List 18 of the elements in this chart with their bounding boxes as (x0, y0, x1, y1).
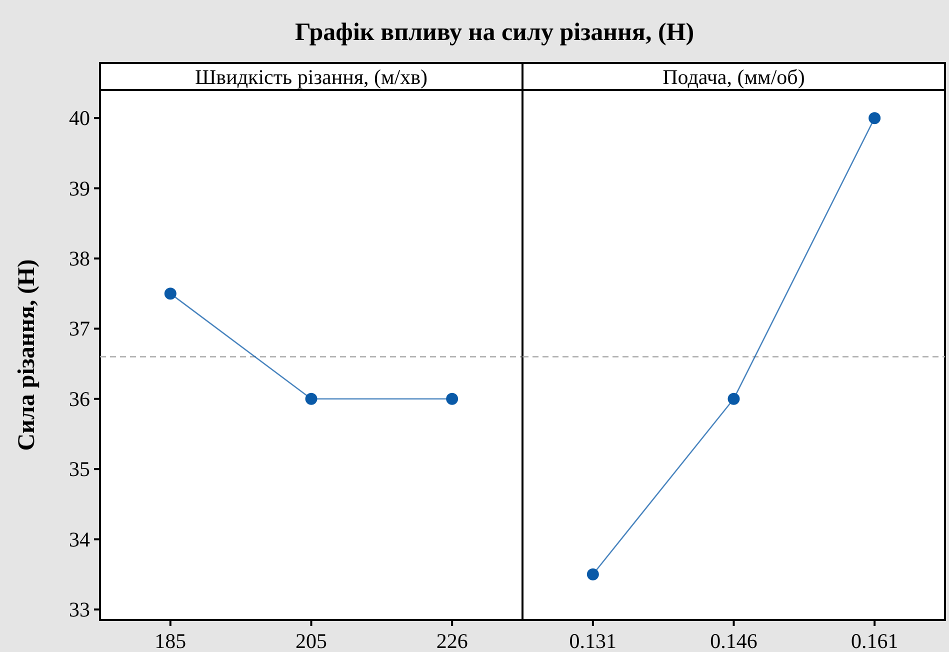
y-tick-label: 37 (69, 316, 90, 341)
y-tick-label: 34 (69, 527, 90, 552)
x-tick-label: 185 (154, 629, 186, 652)
y-tick-label: 35 (69, 457, 90, 482)
x-tick-label: 226 (436, 629, 468, 652)
y-axis-title: Сила різання, (Н) (14, 259, 40, 451)
x-tick-label: 0.161 (850, 629, 898, 652)
x-tick-label: 0.131 (569, 629, 617, 652)
x-tick-label: 0.146 (710, 629, 758, 652)
chart-subtitle: Подача, (мм/об) (662, 65, 805, 89)
y-tick-label: 38 (69, 246, 90, 270)
x-tick-label: 205 (296, 629, 327, 652)
chart-subtitle: Швидкість різання, (м/хв) (195, 65, 428, 89)
y-tick-label: 40 (69, 106, 90, 130)
y-tick-label: 33 (69, 597, 90, 622)
chart-title: Графік впливу на силу різання, (Н) (294, 19, 694, 46)
y-tick-label: 39 (69, 176, 90, 200)
y-tick-label: 36 (69, 386, 90, 411)
